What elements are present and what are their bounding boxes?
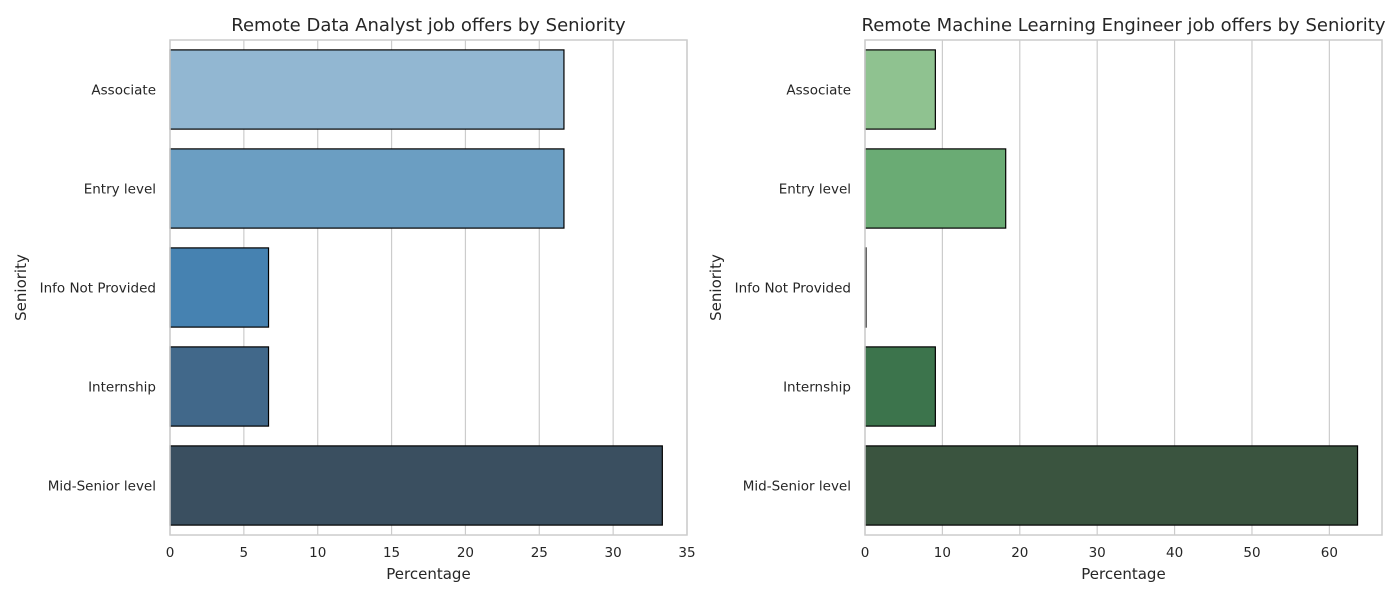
bar <box>169 346 270 427</box>
chart-title: Remote Data Analyst job offers by Senior… <box>231 15 626 36</box>
y-tick-label: Associate <box>786 83 851 99</box>
bars <box>169 49 663 526</box>
y-tick-label: Mid-Senior level <box>743 479 851 495</box>
bar <box>169 445 663 526</box>
chart-ml-engineer: Remote Machine Learning Engineer job off… <box>707 15 1386 583</box>
y-tick-label: Entry level <box>84 182 156 198</box>
x-tick-label: 20 <box>457 545 474 561</box>
y-tick-label: Mid-Senior level <box>48 479 156 495</box>
x-tick-label: 30 <box>605 545 622 561</box>
x-tick-label: 25 <box>531 545 548 561</box>
x-tick-labels: 0 10 20 30 40 50 60 <box>861 545 1338 561</box>
x-tick-label: 15 <box>383 545 400 561</box>
bar <box>169 148 565 229</box>
x-tick-label: 50 <box>1243 545 1260 561</box>
x-tick-label: 35 <box>678 545 695 561</box>
y-axis-label: Seniority <box>12 254 30 321</box>
y-tick-label: Internship <box>88 380 156 396</box>
x-tick-label: 30 <box>1089 545 1106 561</box>
x-axis-label: Percentage <box>386 565 470 583</box>
y-axis-label: Seniority <box>707 254 725 321</box>
chart-title: Remote Machine Learning Engineer job off… <box>862 15 1386 36</box>
chart-data-analyst: Remote Data Analyst job offers by Senior… <box>12 15 696 583</box>
x-tick-label: 0 <box>861 545 870 561</box>
bar <box>169 49 565 130</box>
x-tick-label: 10 <box>934 545 951 561</box>
bar <box>864 445 1359 526</box>
y-tick-labels: Associate Entry level Info Not Provided Int… <box>40 83 156 495</box>
x-tick-label: 0 <box>166 545 175 561</box>
x-tick-label: 5 <box>240 545 249 561</box>
bar <box>864 148 1007 229</box>
y-tick-label: Internship <box>783 380 851 396</box>
y-tick-label: Info Not Provided <box>40 281 156 297</box>
x-tick-labels: 0 5 10 15 20 25 30 35 <box>166 545 696 561</box>
y-tick-labels: Associate Entry level Info Not Provided Int… <box>735 83 851 495</box>
x-tick-label: 60 <box>1321 545 1338 561</box>
plot-frame <box>864 39 1383 536</box>
bars <box>864 49 1359 526</box>
x-tick-label: 40 <box>1166 545 1183 561</box>
x-axis-label: Percentage <box>1081 565 1165 583</box>
bar <box>864 49 936 130</box>
y-tick-label: Entry level <box>779 182 851 198</box>
plot-frame <box>169 39 688 536</box>
y-tick-label: Info Not Provided <box>735 281 851 297</box>
x-tick-label: 10 <box>309 545 326 561</box>
x-tick-label: 20 <box>1011 545 1028 561</box>
bar <box>169 247 270 328</box>
bar <box>864 346 936 427</box>
y-tick-label: Associate <box>91 83 156 99</box>
